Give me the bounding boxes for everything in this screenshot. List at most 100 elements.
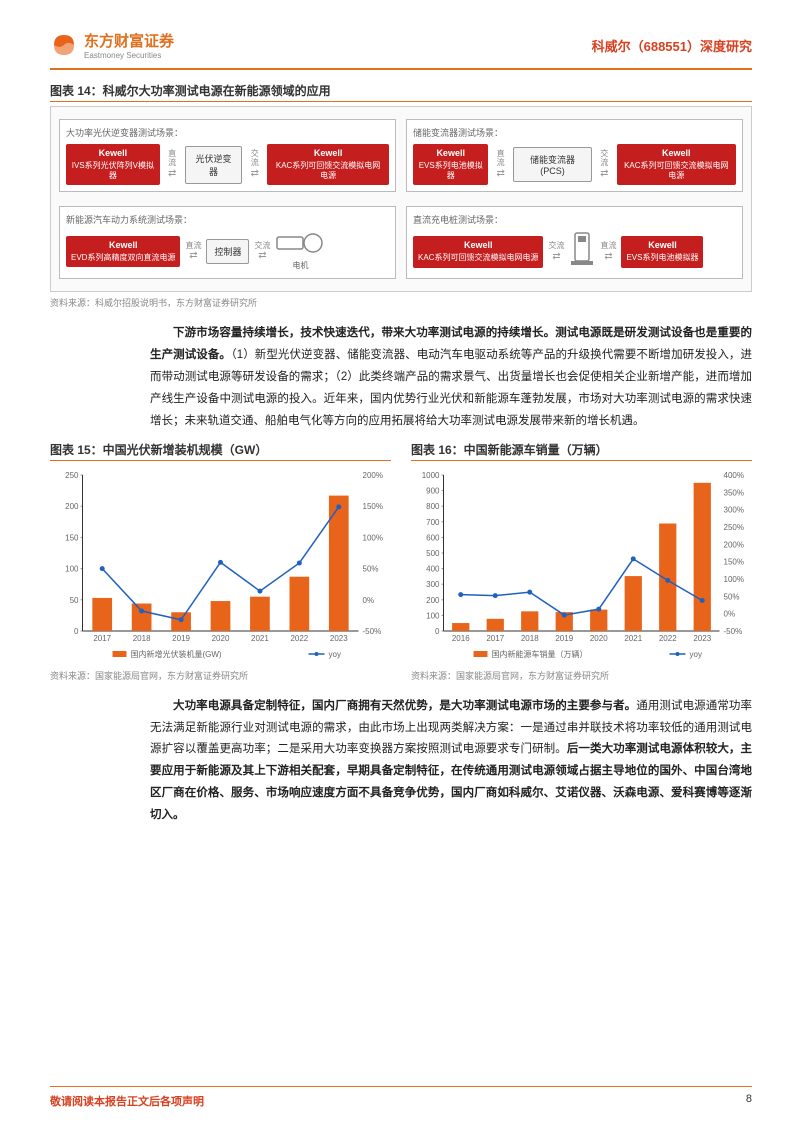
- svg-text:100%: 100%: [363, 533, 383, 542]
- footer-disclaimer: 敬请阅读本报告正文后各项声明: [50, 1093, 204, 1109]
- svg-text:50%: 50%: [363, 564, 379, 573]
- kewell-box: KewellEVS系列电池模拟器: [621, 236, 703, 267]
- flow-arrow: 交流⇄: [548, 242, 564, 262]
- svg-text:yoy: yoy: [329, 650, 341, 659]
- flow-arrow: 直流⇄: [600, 242, 616, 262]
- paragraph-1: 下游市场容量持续增长，技术快速迭代，带来大功率测试电源的持续增长。测试电源既是研…: [150, 323, 752, 432]
- svg-text:350%: 350%: [724, 488, 744, 497]
- page-footer: 敬请阅读本报告正文后各项声明 8: [50, 1086, 752, 1109]
- figure-15-chart: 050100150200250-50%0%50%100%150%200%2017…: [50, 465, 391, 665]
- svg-text:400: 400: [426, 564, 440, 573]
- svg-text:-50%: -50%: [724, 627, 743, 636]
- svg-text:1000: 1000: [422, 471, 440, 480]
- svg-text:2022: 2022: [290, 634, 308, 643]
- figure-14-source: 资料来源：科威尔招股说明书，东方财富证券研究所: [50, 296, 752, 309]
- kewell-box: KewellKAC系列可回馈交流模拟电网电源: [413, 236, 543, 267]
- svg-text:2017: 2017: [486, 634, 504, 643]
- figure-15-source: 资料来源：国家能源局官网，东方财富证券研究所: [50, 669, 391, 682]
- svg-text:50%: 50%: [724, 592, 740, 601]
- figure-14-title: 图表 14：科威尔大功率测试电源在新能源领域的应用: [50, 82, 752, 102]
- logo-icon: [50, 31, 78, 59]
- svg-text:600: 600: [426, 533, 440, 542]
- flow-arrow: 交流⇄: [247, 150, 262, 179]
- svg-text:2022: 2022: [659, 634, 677, 643]
- logo-cn: 东方财富证券: [84, 30, 174, 51]
- diagram-label: 直流充电桩测试场景：: [413, 213, 736, 226]
- svg-text:2020: 2020: [590, 634, 608, 643]
- grey-box: 储能变流器(PCS): [513, 147, 592, 182]
- svg-text:50: 50: [70, 595, 79, 604]
- figure-15-title: 图表 15：中国光伏新增装机规模（GW）: [50, 441, 391, 461]
- svg-text:200%: 200%: [363, 471, 383, 480]
- svg-text:100%: 100%: [724, 575, 744, 584]
- grey-box: 光伏逆变器: [185, 146, 243, 184]
- page-header: 东方财富证券 Eastmoney Securities 科威尔（688551）深…: [50, 30, 752, 70]
- grey-box: 控制器: [206, 239, 249, 264]
- figure-16-chart: 0 100 200 300 400 500 600 700 800 900 1000 -50% 0% 50…: [411, 465, 752, 665]
- svg-text:100: 100: [65, 564, 79, 573]
- figure-16-title: 图表 16：中国新能源车销量（万辆）: [411, 441, 752, 461]
- para1-rest: （1）新型光伏逆变器、储能变流器、电动汽车电驱动系统等产品的升级换代需要不断增加…: [150, 349, 752, 427]
- svg-text:100: 100: [426, 611, 440, 620]
- svg-text:2023: 2023: [693, 634, 711, 643]
- flow-arrow: 直流⇄: [185, 242, 201, 262]
- svg-text:2019: 2019: [555, 634, 573, 643]
- svg-text:0%: 0%: [724, 609, 736, 618]
- svg-text:0: 0: [435, 627, 440, 636]
- diagram-flow: KewellEVS系列电池模拟器直流⇄ 储能变流器(PCS) 交流⇄ KewellKA…: [413, 144, 736, 185]
- svg-text:700: 700: [426, 517, 440, 526]
- diagram-label: 新能源汽车动力系统测试场景：: [66, 213, 389, 226]
- diagram-label: 大功率光伏逆变器测试场景：: [66, 126, 389, 139]
- svg-text:300: 300: [426, 580, 440, 589]
- svg-text:150%: 150%: [363, 502, 383, 511]
- svg-text:0: 0: [74, 627, 79, 636]
- svg-text:400%: 400%: [724, 471, 744, 480]
- paragraph-2: 大功率电源具备定制特征，国内厂商拥有天然优势，是大功率测试电源市场的主要参与者。…: [150, 696, 752, 827]
- diagram-cell: 储能变流器测试场景： KewellEVS系列电池模拟器直流⇄ 储能变流器(PCS)交…: [406, 119, 743, 192]
- svg-text:2018: 2018: [133, 634, 151, 643]
- figure-16-source: 资料来源：国家能源局官网，东方财富证券研究所: [411, 669, 752, 682]
- para2-lead: 大功率电源具备定制特征，国内厂商拥有天然优势，是大功率测试电源市场的主要参与者。: [173, 700, 636, 712]
- svg-text:2023: 2023: [330, 634, 348, 643]
- kewell-box: KewellEVS系列电池模拟器: [413, 144, 488, 185]
- svg-text:300%: 300%: [724, 505, 744, 514]
- diagram-flow: KewellKAC系列可回馈交流模拟电网电源交流⇄ 直流⇄ KewellEVS系列电…: [413, 231, 736, 272]
- svg-text:150: 150: [65, 533, 79, 542]
- diagram-cell: 大功率光伏逆变器测试场景： KewellIVS系列光伏阵列V模拟器直流⇄ 光伏逆变器…: [59, 119, 396, 192]
- svg-text:2019: 2019: [172, 634, 190, 643]
- flow-arrow: 交流⇄: [597, 150, 612, 179]
- svg-text:2021: 2021: [624, 634, 642, 643]
- svg-text:900: 900: [426, 486, 440, 495]
- svg-text:yoy: yoy: [690, 650, 702, 659]
- kewell-box: KewellKAC系列可回馈交流模拟电网电源: [267, 144, 389, 185]
- logo-en: Eastmoney Securities: [84, 51, 174, 60]
- diagram-cell: 直流充电桩测试场景：KewellKAC系列可回馈交流模拟电网电源交流⇄直流⇄Ke…: [406, 206, 743, 279]
- svg-text:500: 500: [426, 549, 440, 558]
- flow-arrow: 直流⇄: [493, 150, 508, 179]
- svg-text:2017: 2017: [93, 634, 111, 643]
- svg-text:国内新增光伏装机量(GW): 国内新增光伏装机量(GW): [131, 649, 222, 659]
- svg-text:0%: 0%: [363, 595, 375, 604]
- page-number: 8: [746, 1093, 752, 1109]
- svg-text:200: 200: [426, 595, 440, 604]
- svg-text:200%: 200%: [724, 540, 744, 549]
- document-title: 科威尔（688551）深度研究: [592, 36, 752, 55]
- flow-arrow: 交流⇄: [254, 242, 270, 262]
- kewell-box: KewellKAC系列可回馈交流模拟电网电源: [617, 144, 736, 185]
- flow-arrow: 直流⇄: [165, 150, 180, 179]
- svg-text:国内新能源车销量（万辆）: 国内新能源车销量（万辆）: [492, 649, 588, 659]
- svg-text:-50%: -50%: [363, 627, 382, 636]
- diagram-cell: 新能源汽车动力系统测试场景： KewellEVD系列高精度双向直流电源直流⇄ 控制器…: [59, 206, 396, 279]
- svg-text:2018: 2018: [521, 634, 539, 643]
- charger-icon: [569, 231, 595, 272]
- svg-text:200: 200: [65, 502, 79, 511]
- logo: 东方财富证券 Eastmoney Securities: [50, 30, 174, 60]
- svg-text:800: 800: [426, 502, 440, 511]
- svg-text:250%: 250%: [724, 523, 744, 532]
- kewell-box: KewellEVD系列高精度双向直流电源: [66, 236, 180, 267]
- motor-icon: 电机: [275, 231, 325, 271]
- figure-14-diagram: 大功率光伏逆变器测试场景：KewellIVS系列光伏阵列V模拟器直流⇄光伏逆变器…: [50, 106, 752, 292]
- diagram-label: 储能变流器测试场景：: [413, 126, 736, 139]
- kewell-box: KewellIVS系列光伏阵列V模拟器: [66, 144, 160, 185]
- svg-text:2020: 2020: [212, 634, 230, 643]
